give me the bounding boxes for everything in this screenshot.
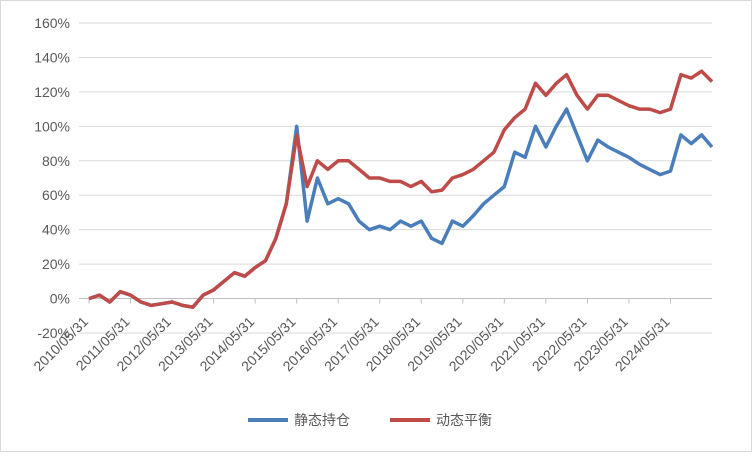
legend-label: 动态平衡 [436, 412, 492, 428]
y-tick-label: 0% [50, 291, 70, 307]
y-tick-label: 100% [34, 118, 70, 134]
line-series [88, 69, 714, 309]
y-tick-label: 80% [42, 153, 70, 169]
y-tick-label: 40% [42, 222, 70, 238]
y-tick-label: 60% [42, 187, 70, 203]
y-tick-label: 140% [34, 49, 70, 65]
legend-label: 静态持仓 [294, 412, 350, 428]
y-tick-label: 20% [42, 256, 70, 272]
y-tick-label: 120% [34, 84, 70, 100]
y-tick-label: -20% [37, 325, 70, 341]
y-tick-label: 160% [34, 15, 70, 31]
